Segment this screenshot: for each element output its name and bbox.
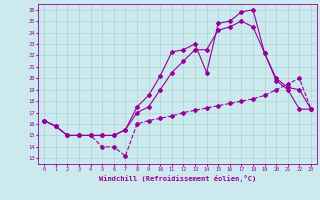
X-axis label: Windchill (Refroidissement éolien,°C): Windchill (Refroidissement éolien,°C) [99,175,256,182]
